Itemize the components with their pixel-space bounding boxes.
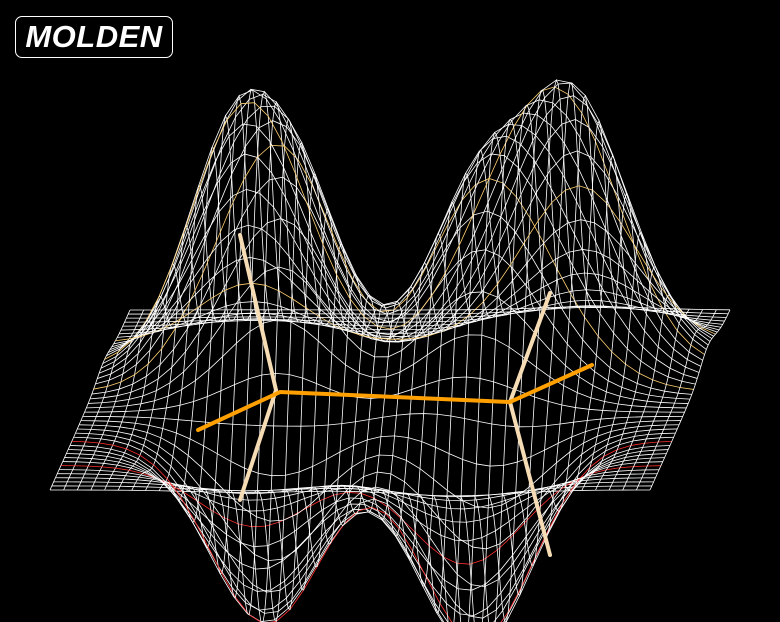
mesh-line	[349, 300, 431, 513]
mesh-line	[608, 294, 690, 491]
mesh-line	[472, 104, 553, 622]
mesh-line	[98, 93, 700, 374]
mesh-line	[97, 105, 698, 379]
mesh-line	[122, 289, 723, 327]
bond	[196, 363, 594, 432]
mesh-line	[111, 119, 713, 348]
mesh-line	[106, 79, 707, 357]
mesh-line	[128, 307, 729, 315]
mesh-line	[486, 89, 567, 622]
mesh-line	[113, 150, 714, 345]
app-title: MOLDEN	[15, 16, 173, 58]
mesh-line	[595, 266, 676, 491]
mesh-line	[540, 119, 622, 512]
mesh-line	[295, 242, 376, 568]
mesh-line	[120, 272, 721, 331]
mesh-line	[513, 82, 594, 566]
mesh-line	[581, 231, 663, 491]
mesh-line	[431, 149, 513, 622]
mesh-line	[124, 299, 725, 323]
mesh-line	[499, 78, 581, 596]
bond	[238, 233, 279, 502]
mesh-line	[73, 436, 674, 619]
mesh-line	[75, 432, 676, 593]
mesh-line	[254, 141, 335, 622]
mesh-line	[554, 153, 635, 492]
wireframe-surface	[49, 78, 731, 622]
mesh-line	[129, 306, 731, 311]
mesh-line	[126, 305, 727, 319]
mesh-line	[404, 201, 485, 587]
molecule-skeleton	[196, 233, 594, 557]
mesh-line	[102, 89, 703, 364]
mesh-line	[100, 88, 702, 369]
mesh-line	[115, 185, 716, 342]
mesh-line	[418, 172, 499, 614]
mesh-line	[622, 309, 704, 491]
mesh-line	[104, 86, 705, 360]
mesh-line	[308, 273, 390, 545]
mesh-line	[649, 309, 731, 491]
mesh-line	[60, 465, 661, 565]
mesh-line	[93, 144, 694, 390]
mesh-line	[635, 309, 717, 491]
mesh-line	[458, 119, 540, 622]
mesh-line	[567, 192, 649, 491]
mesh-line	[71, 440, 672, 622]
mesh-line	[117, 219, 718, 338]
